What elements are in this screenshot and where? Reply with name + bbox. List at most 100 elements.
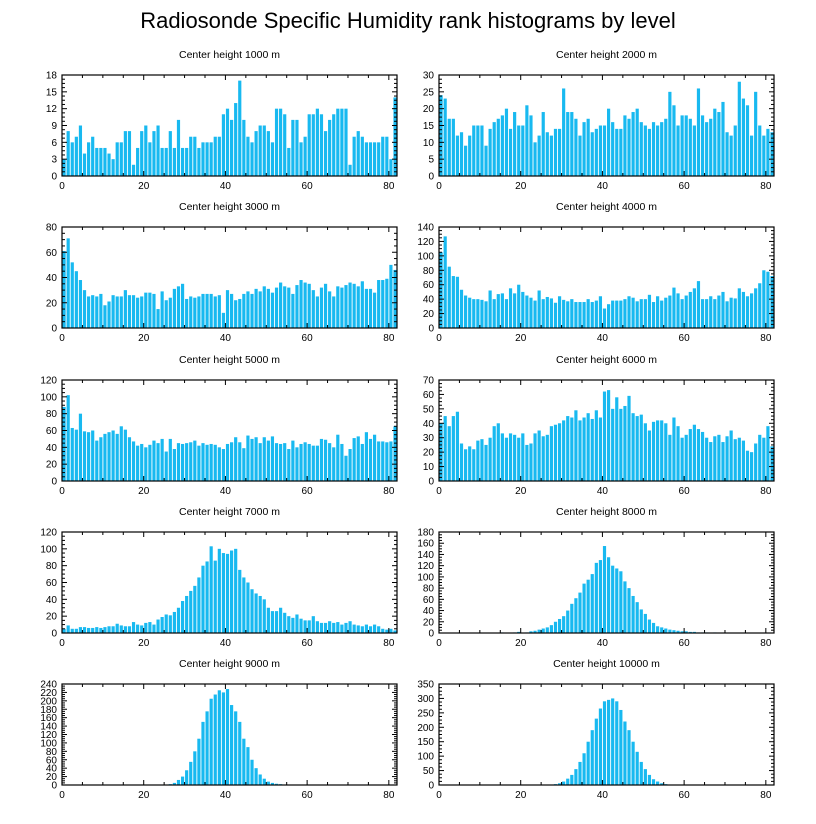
bar [643, 769, 647, 785]
bar [393, 426, 397, 481]
bar [688, 291, 692, 328]
bar [464, 295, 468, 328]
bar [472, 299, 476, 328]
x-tick-label: 80 [383, 181, 395, 192]
bar [586, 741, 590, 785]
bar [152, 624, 156, 633]
bar [140, 131, 144, 176]
panel-10: Center height 10000 m 0 20 40 60 80 0 50 100 150 2… [417, 658, 775, 801]
bar [344, 285, 348, 328]
y-tick-label: 15 [46, 87, 58, 98]
bar [615, 397, 619, 481]
bar [250, 142, 254, 176]
bar [115, 623, 119, 633]
bar [209, 443, 213, 481]
bar [238, 442, 242, 481]
bar [590, 132, 594, 176]
bar [258, 443, 262, 481]
bar [488, 437, 492, 481]
y-tick-label: 80 [46, 747, 58, 758]
plot-frame [438, 683, 775, 786]
bar [729, 297, 733, 328]
y-tick-label: 0 [428, 324, 434, 335]
x-tick-label: 0 [436, 333, 442, 344]
bar [74, 429, 78, 481]
bar [164, 614, 168, 633]
bar [160, 617, 164, 633]
bar [136, 445, 140, 481]
y-tick-label: 0 [51, 629, 57, 640]
bar [340, 287, 344, 328]
bar [529, 443, 533, 481]
bar [356, 436, 360, 481]
bar [193, 440, 197, 481]
bar [676, 630, 680, 633]
bar [660, 627, 664, 633]
bar [656, 626, 660, 633]
bar [185, 147, 189, 176]
bar [209, 142, 213, 176]
bar [476, 125, 480, 176]
y-tick-label: 140 [417, 550, 434, 561]
bar [246, 136, 250, 176]
bar [709, 296, 713, 328]
bar [525, 444, 529, 481]
y-tick-label: 100 [40, 738, 57, 749]
bar [107, 301, 111, 328]
bar [545, 132, 549, 176]
bar [672, 287, 676, 328]
bar [639, 761, 643, 785]
bar [639, 299, 643, 328]
bar [238, 569, 242, 633]
bar [254, 437, 258, 481]
bar [545, 627, 549, 633]
bar [279, 443, 283, 481]
bar [348, 282, 352, 328]
bar [189, 296, 193, 328]
x-tick-label: 40 [597, 181, 609, 192]
bar [393, 269, 397, 328]
x-tick-label: 60 [302, 486, 314, 497]
bar [323, 439, 328, 481]
bar [664, 297, 668, 328]
bar [99, 147, 103, 176]
bar [377, 142, 381, 176]
y-tick-label: 20 [423, 448, 435, 459]
bar [492, 122, 496, 176]
bar [66, 131, 70, 176]
bar [496, 118, 500, 176]
bar [368, 288, 373, 328]
bar [74, 271, 78, 328]
x-tick-label: 60 [679, 333, 691, 344]
bar [717, 112, 721, 176]
bar [193, 751, 197, 785]
bar [205, 293, 209, 328]
bar [574, 302, 578, 328]
bar [274, 443, 279, 481]
bar [287, 147, 291, 176]
bar [201, 142, 205, 176]
bar [238, 298, 242, 328]
bar [213, 560, 217, 633]
bar [635, 602, 639, 633]
bar [283, 443, 287, 481]
y-tick-label: 30 [423, 433, 435, 444]
bar [729, 135, 733, 176]
bar [647, 774, 652, 785]
bar [340, 443, 344, 481]
panel-title: Center height 2000 m [556, 49, 657, 61]
bar [459, 443, 464, 481]
x-tick-label: 60 [679, 181, 691, 192]
bar [217, 690, 221, 785]
bar [99, 627, 103, 633]
bar [99, 437, 103, 481]
bar [754, 443, 758, 481]
bar [344, 622, 348, 633]
bar [115, 296, 119, 328]
x-tick-label: 0 [436, 181, 442, 192]
bar [266, 131, 270, 176]
bar [95, 296, 99, 328]
bar [364, 432, 369, 481]
bar [372, 434, 377, 481]
bar [238, 721, 242, 785]
